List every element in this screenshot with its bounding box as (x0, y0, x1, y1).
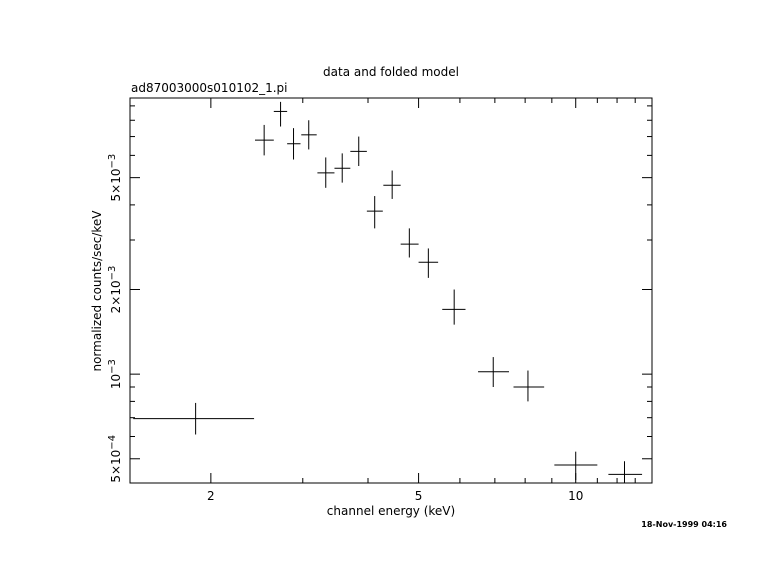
y-tick-exponent: −3 (107, 266, 118, 281)
data-point (400, 228, 419, 258)
data-point (554, 451, 598, 481)
y-axis-ticks (130, 105, 652, 460)
data-point (287, 128, 301, 160)
plot-frame (129, 97, 653, 484)
data-point (317, 157, 335, 188)
y-tick-exponent: −4 (107, 435, 118, 450)
timestamp: 18-Nov-1999 04:16 (641, 520, 727, 529)
data-point (442, 289, 466, 325)
x-axis-label: channel energy (keV) (327, 504, 455, 518)
y-tick-mantissa: 5×10 (109, 168, 123, 201)
data-point (273, 101, 288, 127)
data-point (350, 136, 367, 167)
y-tick-label: 10−3 (107, 359, 123, 389)
y-tick-label: 5×10−4 (107, 435, 123, 483)
x-axis-ticks (210, 98, 653, 483)
x-tick-label: 10 (568, 489, 583, 503)
data-point (366, 196, 383, 229)
chart-subtitle: ad87003000s010102_1.pi (131, 81, 288, 95)
x-axis-tick-labels: 2 5 10 (207, 489, 583, 503)
y-tick-exponent: −3 (107, 359, 118, 374)
x-tick-label: 5 (415, 489, 423, 503)
y-axis-tick-labels: 5×10−410−32×10−35×10−3 (107, 154, 123, 483)
data-point (608, 461, 643, 483)
y-tick-label: 5×10−3 (107, 154, 123, 202)
y-tick-label: 2×10−3 (107, 266, 123, 314)
data-points (133, 101, 643, 483)
data-point (478, 357, 509, 388)
data-point (133, 402, 255, 435)
data-point (334, 153, 351, 183)
data-point (301, 120, 317, 150)
data-point (383, 170, 401, 199)
x-tick-label: 2 (207, 489, 215, 503)
data-point (513, 370, 545, 402)
y-tick-exponent: −3 (107, 154, 118, 169)
y-axis-label: normalized counts/sec/keV (90, 210, 104, 372)
data-point (418, 248, 439, 278)
y-tick-mantissa: 5×10 (109, 450, 123, 483)
data-point (255, 124, 274, 156)
y-tick-mantissa: 2×10 (109, 280, 123, 313)
y-tick-mantissa: 10 (109, 374, 123, 389)
chart-title: data and folded model (323, 65, 459, 79)
